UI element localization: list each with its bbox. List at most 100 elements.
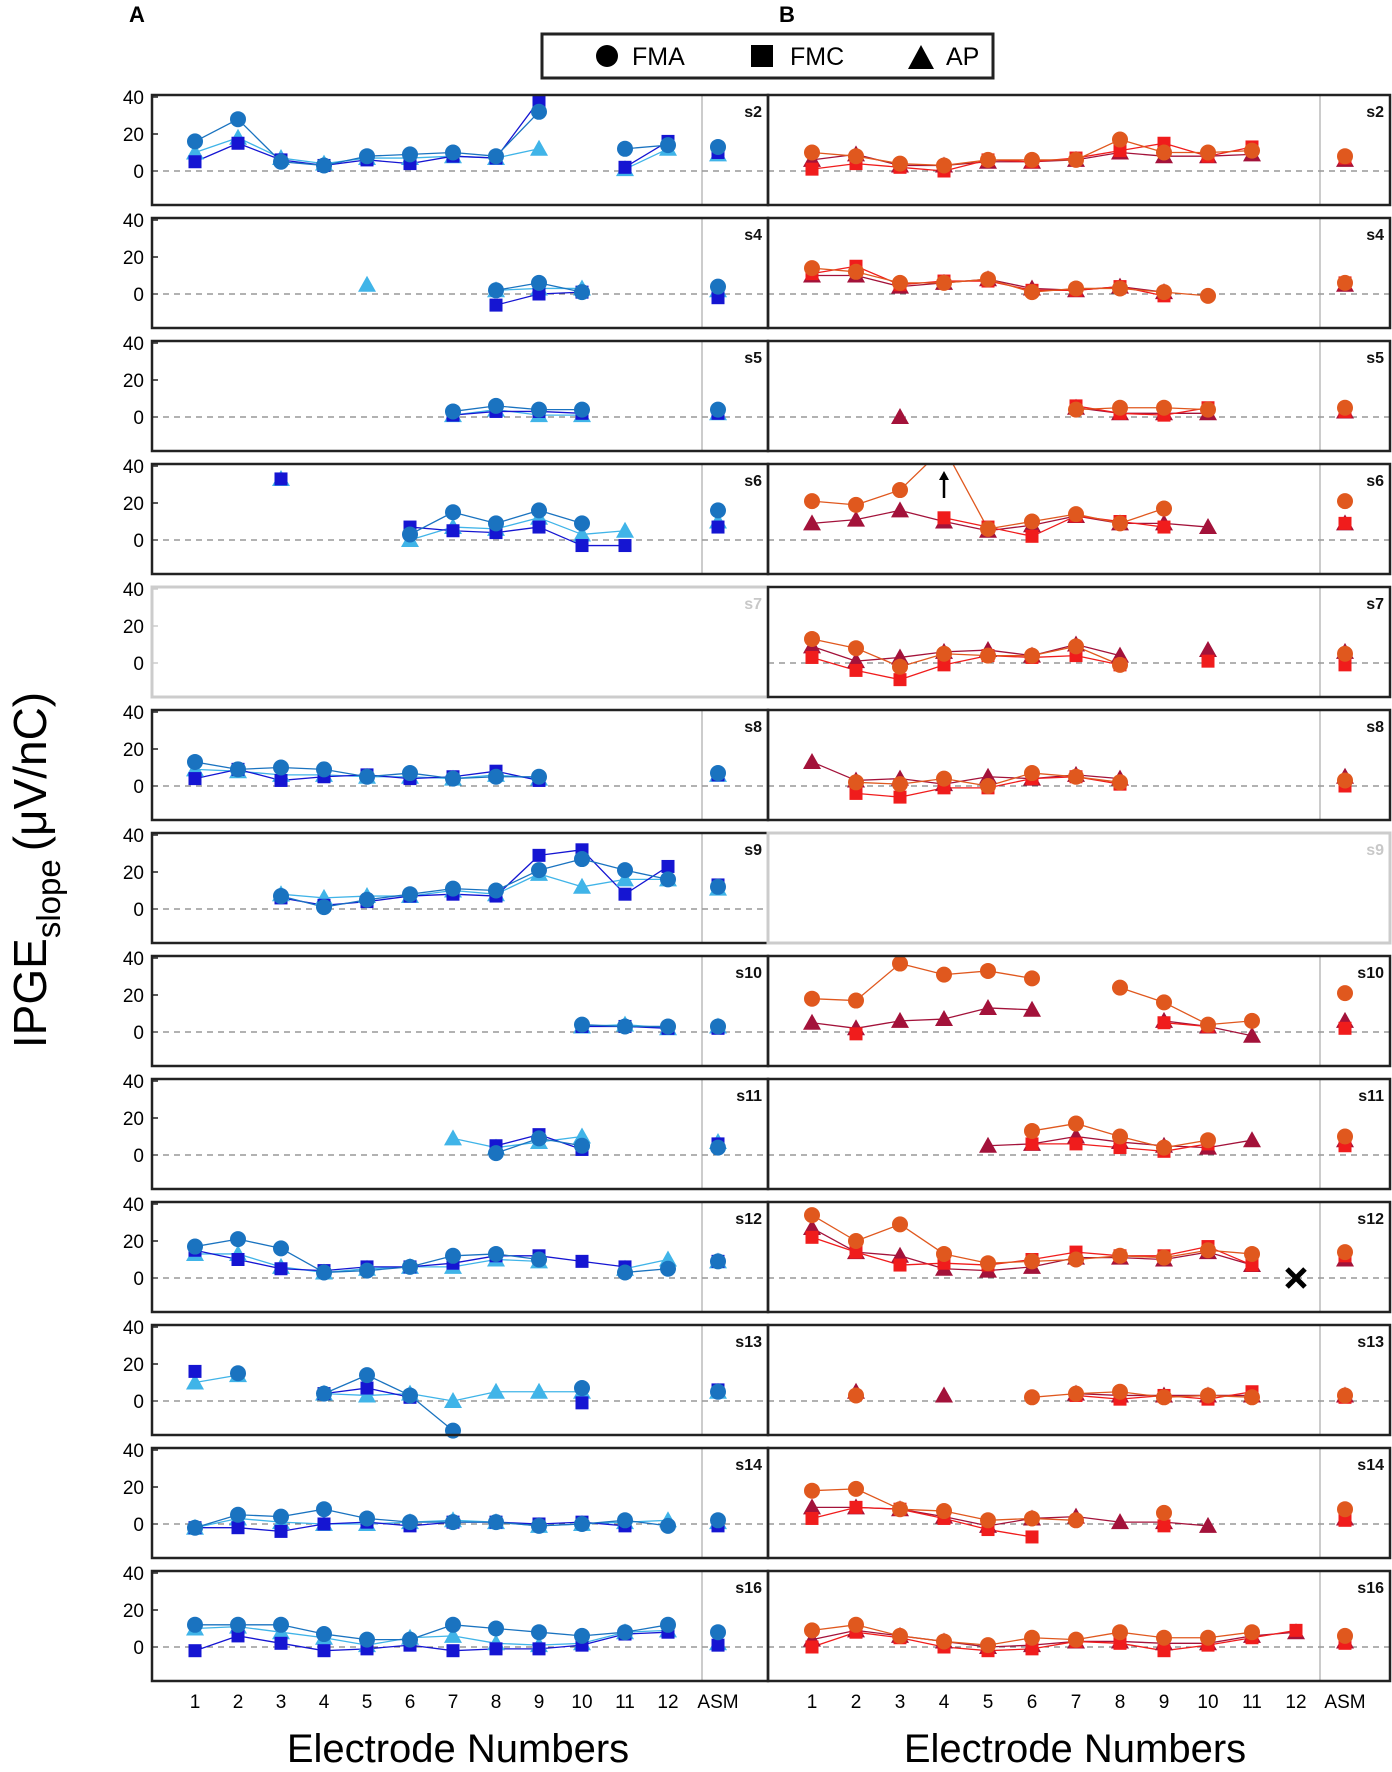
- point-fma: [804, 1207, 820, 1224]
- point-fma: [617, 140, 633, 157]
- point-fmc: [937, 511, 951, 525]
- point-fma: [1024, 970, 1040, 987]
- point-fmc: [1113, 1141, 1127, 1155]
- point-fma: [1337, 645, 1353, 662]
- series-line-fma: [855, 1488, 901, 1510]
- point-fma: [660, 871, 676, 888]
- point-fma: [1200, 1629, 1216, 1646]
- point-fma: [574, 1516, 590, 1532]
- y-tick-label: 40: [123, 1318, 144, 1339]
- point-fma: [660, 1018, 676, 1035]
- panel-frame-a: [150, 585, 770, 699]
- y-axis-label-sub: slope: [30, 859, 67, 938]
- point-fma: [710, 765, 726, 782]
- subject-label-b: s14: [1357, 1457, 1384, 1474]
- y-tick-label: 0: [133, 777, 144, 798]
- subject-label-a: s5: [744, 350, 762, 367]
- point-ap: [1111, 1513, 1129, 1530]
- point-ap: [530, 139, 548, 156]
- series-line-ap: [538, 517, 583, 536]
- point-fma: [187, 1519, 203, 1536]
- point-fma: [804, 493, 820, 510]
- series-line-ap: [855, 1251, 901, 1257]
- point-fma: [488, 768, 504, 785]
- point-fmc: [711, 1638, 725, 1652]
- point-fma: [359, 148, 375, 165]
- point-fma: [1112, 774, 1128, 791]
- series-line-fma: [1163, 1001, 1209, 1026]
- point-fma: [1068, 280, 1084, 297]
- point-fmc: [231, 1253, 245, 1266]
- point-fmc: [317, 1644, 331, 1658]
- point-fma: [1112, 1247, 1128, 1264]
- point-fma: [1337, 1387, 1353, 1404]
- point-fma: [980, 647, 996, 664]
- series-line-fmc: [237, 1635, 282, 1644]
- point-fma: [848, 496, 864, 513]
- series-line-fma: [280, 1247, 325, 1274]
- point-fma: [1200, 1387, 1216, 1404]
- panel-frame-b: [766, 1323, 1392, 1437]
- point-fmc: [274, 1636, 288, 1650]
- series-line-fmc: [943, 1517, 989, 1531]
- x-tick-label-b: 8: [1115, 1692, 1126, 1713]
- y-tick-label: 0: [133, 654, 144, 675]
- point-fma: [710, 1512, 726, 1529]
- point-fma: [804, 144, 820, 161]
- series-line-fmc: [538, 849, 583, 856]
- series-line-ap: [1119, 1640, 1165, 1644]
- point-fmc: [231, 1629, 245, 1643]
- point-fma: [936, 1245, 952, 1262]
- point-fmc: [711, 520, 725, 534]
- panel-frame-a: [150, 1446, 770, 1560]
- point-fma: [848, 640, 864, 657]
- subject-label-b: s13: [1357, 1334, 1384, 1351]
- subject-label-a: s11: [736, 1088, 762, 1105]
- series-group-b: [803, 956, 1354, 1043]
- point-ap: [530, 1382, 548, 1399]
- point-fma: [617, 862, 633, 879]
- point-fma: [273, 759, 289, 776]
- series-line-fmc: [987, 1648, 1033, 1652]
- series-line-fmc: [899, 1262, 945, 1266]
- subject-label-a: s16: [735, 1580, 762, 1597]
- point-fma: [1156, 1629, 1172, 1646]
- point-fma: [1068, 506, 1084, 523]
- series-group-b: [803, 1616, 1354, 1658]
- point-fma: [980, 520, 996, 537]
- point-fmc: [661, 859, 675, 873]
- series-group-b: [847, 1382, 1354, 1406]
- point-ap: [979, 1136, 997, 1153]
- point-fmc: [618, 887, 632, 901]
- point-fma: [710, 138, 726, 155]
- series-line-ap: [855, 1020, 901, 1029]
- point-fma: [531, 1624, 547, 1641]
- series-line-ap: [452, 1635, 497, 1644]
- x-tick-label-a: 11: [615, 1692, 635, 1713]
- y-tick-label: 20: [123, 863, 144, 884]
- point-fma: [848, 1616, 864, 1633]
- point-ap: [616, 870, 634, 887]
- series-line-ap: [237, 1253, 282, 1268]
- point-fma: [1337, 1627, 1353, 1644]
- point-fmc: [575, 1254, 589, 1268]
- series-line-ap: [943, 776, 989, 785]
- y-tick-label: 40: [123, 826, 144, 847]
- point-fmc: [618, 539, 632, 553]
- point-ap: [935, 1010, 953, 1027]
- series-line-fma: [194, 118, 239, 142]
- point-fmc: [1069, 1137, 1083, 1151]
- series-line-ap: [495, 1141, 540, 1149]
- series-line-fmc: [237, 1527, 282, 1533]
- x-tick-label-a: 12: [657, 1692, 678, 1713]
- series-line-ap: [280, 1521, 325, 1525]
- series-line-fmc: [323, 1521, 368, 1525]
- series-group-b: [803, 464, 1354, 543]
- y-tick-label: 20: [123, 1232, 144, 1253]
- point-fma: [1200, 401, 1216, 418]
- point-fmc: [274, 773, 288, 787]
- point-fma: [230, 1365, 246, 1382]
- point-fma: [980, 271, 996, 288]
- point-fma: [1156, 1504, 1172, 1521]
